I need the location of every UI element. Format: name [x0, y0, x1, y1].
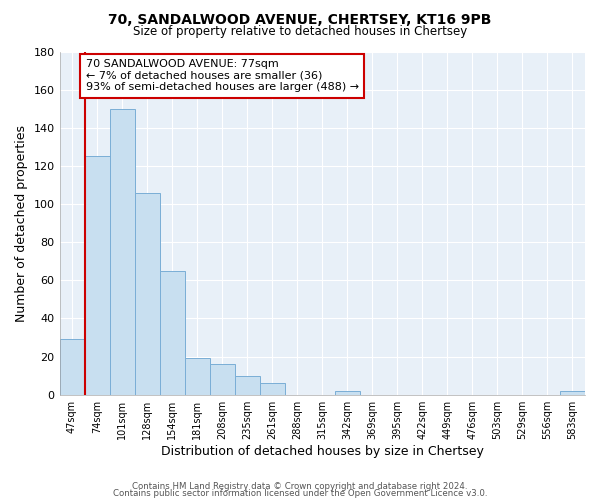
Bar: [185, 358, 209, 394]
Bar: [110, 108, 134, 395]
Bar: [85, 156, 110, 394]
Bar: [560, 391, 585, 394]
Bar: [59, 340, 85, 394]
Text: 70 SANDALWOOD AVENUE: 77sqm
← 7% of detached houses are smaller (36)
93% of semi: 70 SANDALWOOD AVENUE: 77sqm ← 7% of deta…: [86, 59, 359, 92]
Y-axis label: Number of detached properties: Number of detached properties: [15, 124, 28, 322]
Text: Contains HM Land Registry data © Crown copyright and database right 2024.: Contains HM Land Registry data © Crown c…: [132, 482, 468, 491]
Bar: [160, 271, 185, 394]
Bar: [260, 384, 285, 394]
Bar: [134, 192, 160, 394]
Text: 70, SANDALWOOD AVENUE, CHERTSEY, KT16 9PB: 70, SANDALWOOD AVENUE, CHERTSEY, KT16 9P…: [109, 12, 491, 26]
Bar: [335, 391, 360, 394]
Text: Contains public sector information licensed under the Open Government Licence v3: Contains public sector information licen…: [113, 489, 487, 498]
Bar: [235, 376, 260, 394]
X-axis label: Distribution of detached houses by size in Chertsey: Distribution of detached houses by size …: [161, 444, 484, 458]
Text: Size of property relative to detached houses in Chertsey: Size of property relative to detached ho…: [133, 25, 467, 38]
Bar: [209, 364, 235, 394]
